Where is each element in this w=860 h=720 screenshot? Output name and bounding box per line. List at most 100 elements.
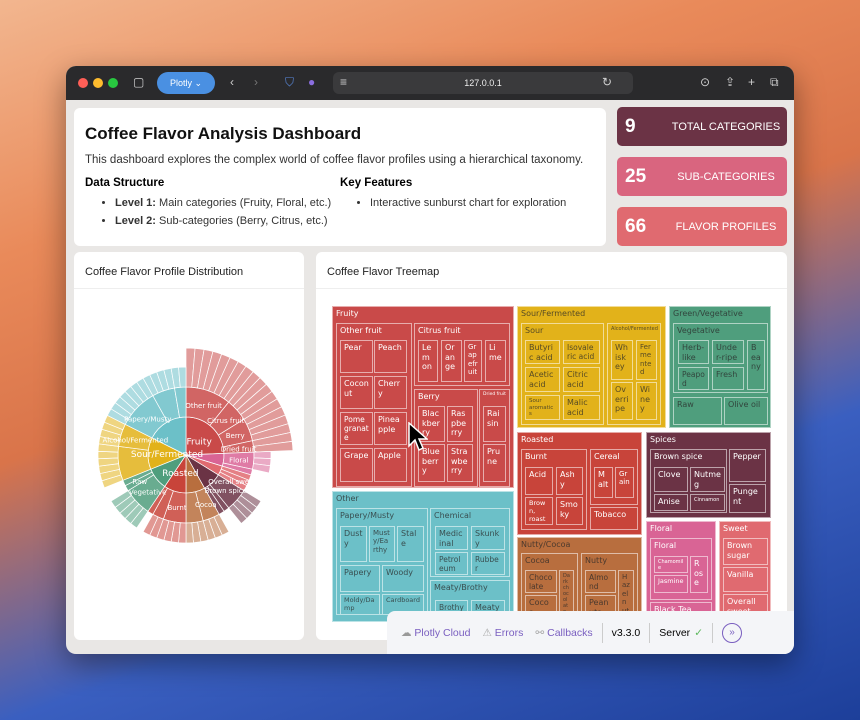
treemap-leaf[interactable]: Malic acid <box>563 395 600 420</box>
sunburst-leaf[interactable] <box>253 451 272 459</box>
treemap-leaf[interactable]: Clove <box>654 467 688 492</box>
sidebar-icon[interactable]: ▢ <box>133 75 145 89</box>
treemap-leaf[interactable]: Strawberry <box>447 444 473 482</box>
treemap-leaf[interactable]: Papery <box>340 565 380 592</box>
treemap-leaf[interactable]: Rose <box>690 556 708 593</box>
treemap-leaf[interactable]: Malt <box>594 467 613 498</box>
treemap-subcategory[interactable]: Olive oil <box>724 397 768 425</box>
sunburst-label: Raw <box>132 478 147 486</box>
treemap-leaf[interactable]: Hazelnut <box>618 570 634 622</box>
treemap-leaf[interactable]: Musty/Earthy <box>369 526 395 562</box>
sunburst-label: Burnt <box>167 504 186 512</box>
treemap-leaf[interactable]: Moldy/Damp <box>340 594 380 615</box>
download-icon[interactable]: ⊙ <box>700 75 711 89</box>
treemap-leaf[interactable]: Acetic acid <box>525 367 560 392</box>
back-icon[interactable]: ‹ <box>230 75 234 89</box>
treemap-leaf[interactable]: Skunky <box>471 526 505 550</box>
treemap-leaf[interactable]: Under-ripe <box>712 340 744 364</box>
treemap-leaf[interactable]: Blueberry <box>418 444 445 482</box>
treemap-leaf[interactable]: Lemon <box>418 340 438 382</box>
treemap-leaf[interactable]: Raspberry <box>447 406 473 442</box>
treemap-leaf[interactable]: Cherry <box>374 376 407 409</box>
tabs-overview-icon[interactable]: ⧉ <box>770 75 779 89</box>
treemap-leaf[interactable]: Coconut <box>340 376 373 409</box>
treemap-leaf[interactable]: Dusty <box>340 526 367 562</box>
treemap-leaf[interactable]: Woody <box>382 565 424 592</box>
treemap-leaf[interactable]: Nutmeg <box>690 467 725 492</box>
treemap-subcategory[interactable]: Brown sugar <box>723 538 768 565</box>
treemap-leaf[interactable]: Peapod <box>678 367 709 390</box>
treemap-leaf[interactable]: Almond <box>585 570 616 593</box>
treemap-leaf[interactable]: Butyric acid <box>525 340 560 364</box>
treemap-leaf[interactable]: Acid <box>525 467 553 495</box>
treemap-leaf[interactable]: Orange <box>441 340 462 382</box>
new-tab-icon[interactable]: + <box>748 75 756 89</box>
treemap-leaf[interactable]: Medicinal <box>435 526 468 550</box>
treemap-leaf[interactable]: Beany <box>747 340 765 390</box>
plotly-cloud-button[interactable]: Plotly Cloud <box>414 626 471 639</box>
treemap-leaf[interactable]: Apple <box>374 448 407 482</box>
treemap-leaf[interactable]: Grapefruit <box>464 340 482 382</box>
share-icon[interactable]: ⇪ <box>725 75 736 89</box>
shield-icon[interactable]: ⛉ <box>285 75 295 89</box>
treemap-leaf[interactable]: Cinnamon <box>690 494 725 511</box>
treemap-leaf[interactable]: Lime <box>485 340 506 382</box>
treemap-leaf[interactable]: Isovaleric acid <box>563 340 600 364</box>
treemap-leaf[interactable]: Brown, roast <box>525 497 553 525</box>
sunburst-leaf[interactable] <box>185 522 194 544</box>
treemap-leaf[interactable]: Sour aromatics <box>525 395 560 420</box>
treemap-leaf[interactable]: Grain <box>615 467 634 498</box>
treemap-leaf[interactable]: Herb-like <box>678 340 709 364</box>
errors-button[interactable]: Errors <box>494 626 524 639</box>
treemap-leaf[interactable]: Pomegranate <box>340 412 373 445</box>
treemap-leaf[interactable]: Citric acid <box>563 367 600 392</box>
treemap-leaf[interactable]: Ashy <box>556 467 583 495</box>
treemap-leaf[interactable]: Petroleum <box>435 552 468 575</box>
treemap-subcategory[interactable]: Pungent <box>729 484 766 513</box>
tab-group-button[interactable]: Plotly ⌄ <box>157 72 215 94</box>
treemap-subcategory[interactable]: Vanilla <box>723 567 768 592</box>
treemap-leaf[interactable]: Chocolate <box>525 570 557 593</box>
close-button[interactable] <box>78 78 88 88</box>
section-heading: Key Features <box>340 177 413 189</box>
tab-label: Plotly <box>169 78 192 88</box>
card-title: Coffee Flavor Treemap <box>327 266 440 278</box>
minimize-button[interactable] <box>93 78 103 88</box>
address-bar[interactable]: 127.0.0.1 <box>333 72 633 94</box>
treemap-leaf[interactable]: Pear <box>340 340 373 373</box>
card-title: Coffee Flavor Profile Distribution <box>85 266 244 278</box>
treemap-leaf[interactable]: Chamomile <box>654 556 688 573</box>
stat-sub-categories: 25 SUB-CATEGORIES <box>617 157 787 196</box>
treemap-leaf[interactable]: Rubber <box>471 552 505 575</box>
sunburst-label: Brown spice <box>205 487 247 495</box>
treemap-leaf[interactable]: Overripe <box>611 382 633 420</box>
sunburst-label: Fruity <box>186 437 212 447</box>
treemap-leaf[interactable]: Raisin <box>483 406 506 442</box>
treemap-leaf[interactable]: Winey <box>636 382 657 420</box>
sunburst-chart[interactable]: Fruity Sour/Fermented Other fruit Roasted Pa… <box>74 252 304 640</box>
expand-devtools-button[interactable]: » <box>722 622 742 643</box>
treemap-leaf[interactable]: Stale <box>397 526 424 562</box>
callbacks-button[interactable]: Callbacks <box>547 626 593 639</box>
treemap-leaf[interactable]: Fermented <box>636 340 657 380</box>
treemap-leaf[interactable]: Jasmine <box>654 575 688 593</box>
treemap-leaf[interactable]: Anise <box>654 494 688 511</box>
treemap-subcategory[interactable]: Tobacco <box>590 507 638 530</box>
treemap-leaf[interactable]: Whiskey <box>611 340 633 380</box>
sunburst-leaf[interactable] <box>178 366 187 388</box>
reload-icon[interactable]: ↻ <box>602 75 613 89</box>
forward-icon[interactable]: › <box>254 75 258 89</box>
treemap-leaf[interactable]: Pineapple <box>374 412 407 445</box>
maximize-button[interactable] <box>108 78 118 88</box>
treemap-leaf[interactable]: Peach <box>374 340 407 373</box>
treemap-leaf[interactable]: Fresh <box>712 367 744 390</box>
extension-icon[interactable]: ● <box>308 75 316 89</box>
sunburst-label: Dried fruit <box>221 445 257 453</box>
sunburst-leaf[interactable] <box>97 450 119 460</box>
treemap-leaf[interactable]: Prune <box>483 444 506 482</box>
treemap-leaf[interactable]: Grape <box>340 448 373 482</box>
treemap-leaf[interactable]: Smoky <box>556 497 583 525</box>
treemap-subcategory[interactable]: Raw <box>673 397 722 425</box>
page-menu-icon[interactable]: ≡ <box>340 75 348 89</box>
treemap-subcategory[interactable]: Pepper <box>729 449 766 482</box>
